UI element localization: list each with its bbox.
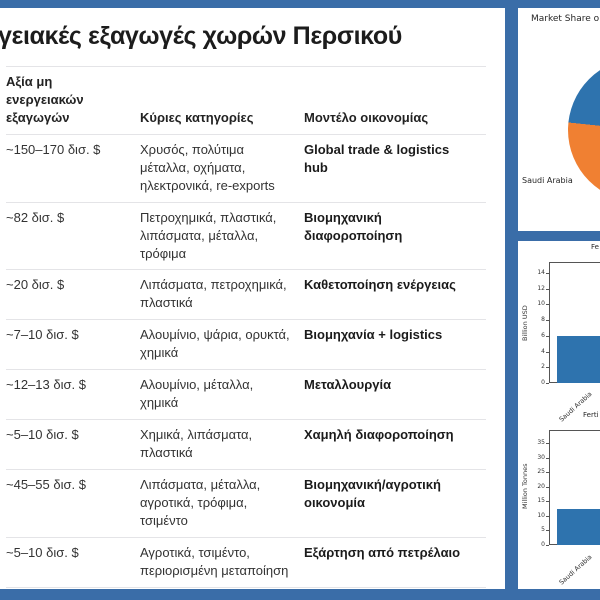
- y-tick-mark: [546, 367, 549, 369]
- cell-export-value: ~5–10 δισ. $: [6, 427, 79, 443]
- table-header-row: Αξία μη ενεργειακών εξαγωγών Κύριες κατη…: [6, 66, 486, 134]
- cell-export-value: ~45–55 δισ. $: [6, 476, 86, 492]
- y-tick-label: 20: [537, 482, 545, 490]
- y-tick-label: 15: [537, 497, 545, 505]
- y-tick-mark: [546, 515, 549, 517]
- y-tick-label: 25: [537, 468, 545, 476]
- bar-chart-2-title-fragment: Ferti: [583, 411, 599, 419]
- table-row: ~45–55 δισ. $ Λιπάσματα, μέταλλα, αγροτι…: [6, 468, 486, 537]
- exports-table: Αξία μη ενεργειακών εξαγωγών Κύριες κατη…: [6, 66, 486, 588]
- y-tick-mark: [546, 457, 549, 459]
- cell-economy-model: Καθετοποίηση ενέργειας: [304, 277, 456, 293]
- y-tick-label: 8: [541, 316, 545, 324]
- y-tick-mark: [546, 304, 549, 306]
- cell-categories: Λιπάσματα, μέταλλα, αγροτικά, τρόφιμα, τ…: [140, 476, 261, 528]
- y-tick-mark: [546, 288, 549, 290]
- y-tick-label: 30: [537, 453, 545, 461]
- y-tick-mark: [546, 486, 549, 488]
- page-title: γειακές εξαγωγές χωρών Περσικού: [0, 22, 402, 50]
- bar-saudi-arabia: [557, 508, 600, 545]
- market-share-pie-panel: Market Share o Saudi Arabia: [518, 8, 600, 231]
- column-header-value: Αξία μη ενεργειακών εξαγωγών: [6, 74, 84, 125]
- cell-economy-model: Εξάρτηση από πετρέλαιο: [304, 544, 461, 560]
- cell-categories: Αλουμίνιο, ψάρια, ορυκτά, χημικά: [140, 327, 290, 361]
- cell-export-value: ~12–13 δισ. $: [6, 377, 86, 393]
- cell-export-value: ~5–10 δισ. $: [6, 544, 79, 560]
- y-tick-mark: [546, 335, 549, 337]
- y-tick-mark: [546, 530, 549, 532]
- table-row: ~150–170 δισ. $ Χρυσός, πολύτιμα μέταλλα…: [6, 133, 486, 202]
- y-tick-mark: [546, 383, 549, 384]
- exports-table-card: γειακές εξαγωγές χωρών Περσικού Αξία μη …: [0, 8, 505, 589]
- cell-economy-model: Βιομηχανία + logistics: [304, 327, 443, 343]
- cell-economy-model: Global trade & logistics hub: [304, 141, 450, 175]
- y-tick-mark: [546, 501, 549, 503]
- y-tick-mark: [546, 545, 549, 546]
- cell-economy-model: Βιομηχανική διαφοροποίηση: [304, 209, 403, 243]
- y-tick-label: 14: [537, 269, 545, 276]
- cell-economy-model: Χαμηλή διαφοροποίηση: [304, 427, 454, 443]
- cell-categories: Χημικά, λιπάσματα, πλαστικά: [140, 427, 253, 460]
- pie-slice-label-saudi-arabia: Saudi Arabia: [522, 176, 573, 185]
- cell-categories: Χρυσός, πολύτιμα μέταλλα, οχήματα, ηλεκτ…: [140, 141, 275, 193]
- table-row: ~7–10 δισ. $ Αλουμίνιο, ψάρια, ορυκτά, χ…: [6, 319, 486, 369]
- table-row: ~82 δισ. $ Πετροχημικά, πλαστικά, λιπάσμ…: [6, 201, 486, 270]
- cell-export-value: ~150–170 δισ. $: [6, 141, 101, 157]
- pie-chart-title: Market Share o: [531, 14, 600, 24]
- cell-export-value: ~7–10 δισ. $: [6, 327, 79, 343]
- cell-economy-model: Βιομηχανική/αγροτική οικονομία: [304, 476, 441, 510]
- y-tick-label: 5: [541, 526, 545, 534]
- x-tick-label-saudi-arabia: Saudi Arabia: [557, 553, 594, 587]
- cell-categories: Αγροτικά, τσιμέντο, περιορισμένη μεταποί…: [140, 544, 289, 578]
- y-tick-mark: [546, 472, 549, 474]
- cell-export-value: ~82 δισ. $: [6, 209, 65, 225]
- y-tick-mark: [546, 443, 549, 444]
- bar-saudi-arabia: [557, 335, 600, 383]
- cell-categories: Πετροχημικά, πλαστικά, λιπάσματα, μέταλλ…: [140, 209, 277, 261]
- y-tick-label: 4: [541, 347, 545, 355]
- table-row: ~5–10 δισ. $ Χημικά, λιπάσματα, πλαστικά…: [6, 419, 486, 469]
- cell-categories: Αλουμίνιο, μέταλλα, χημικά: [140, 377, 254, 411]
- column-header-model: Μοντέλο οικονομίας: [304, 109, 429, 125]
- y-tick-label: 2: [541, 363, 545, 371]
- y-tick-label: 10: [537, 300, 545, 308]
- y-tick-mark: [546, 320, 549, 322]
- y-tick-label: 0: [541, 541, 545, 548]
- y-tick-label: 0: [541, 379, 545, 386]
- table-row: ~12–13 δισ. $ Αλουμίνιο, μέταλλα, χημικά…: [6, 369, 486, 419]
- y-tick-label: 6: [541, 331, 545, 339]
- cell-categories: Λιπάσματα, πετροχημικά, πλαστικά: [140, 277, 287, 311]
- bar-chart-1-title-fragment: Fe: [591, 243, 599, 251]
- table-row: ~20 δισ. $ Λιπάσματα, πετροχημικά, πλαστ…: [6, 269, 486, 319]
- y-tick-mark: [546, 351, 549, 353]
- cell-export-value: ~20 δισ. $: [6, 277, 65, 293]
- y-tick-label: 12: [537, 284, 545, 292]
- column-header-categories: Κύριες κατηγορίες: [140, 109, 254, 125]
- y-tick-mark: [546, 273, 549, 274]
- cell-economy-model: Μεταλλουργία: [304, 377, 392, 393]
- table-row: ~5–10 δισ. $ Αγροτικά, τσιμέντο, περιορι…: [6, 536, 486, 588]
- y-tick-label: 35: [537, 439, 545, 446]
- y-tick-label: 10: [537, 511, 545, 519]
- bar-charts-panel: Fe Billion USD Saudi Arabia Ferti Millio…: [518, 241, 600, 589]
